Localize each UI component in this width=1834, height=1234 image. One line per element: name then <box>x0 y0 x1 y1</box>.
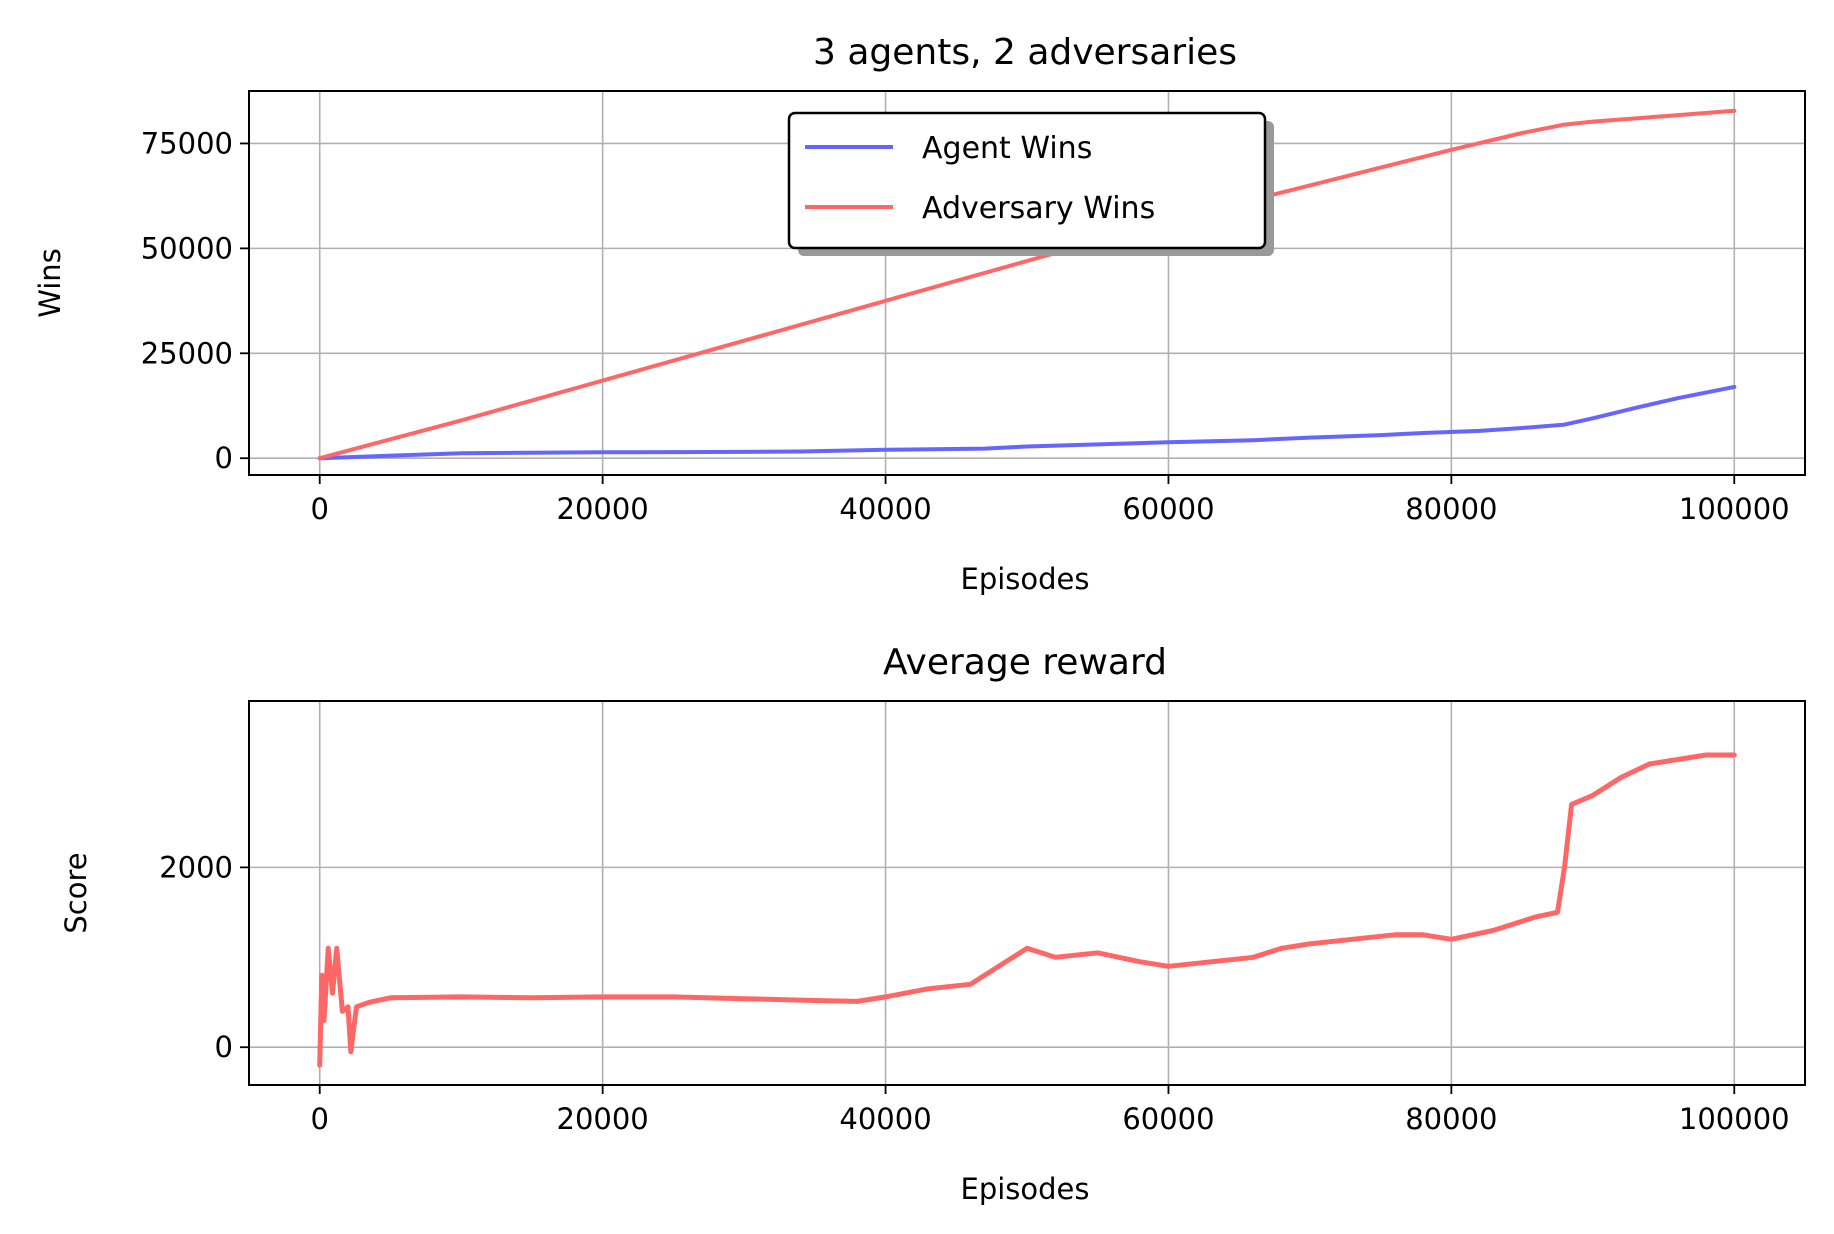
panel-average-reward: Average reward 0 20000 40000 60000 80000 1000… <box>59 642 1806 1206</box>
reward-y-tick-label: 2000 <box>159 850 233 884</box>
wins-axes-frame <box>248 90 1806 476</box>
wins-x-tick-label: 60000 <box>1122 492 1214 526</box>
reward-x-tick-label: 40000 <box>839 1102 931 1136</box>
wins-y-axis-label: Wins <box>33 248 67 318</box>
wins-y-tick-label: 25000 <box>141 336 233 370</box>
legend-label-adversary-wins: Adversary Wins <box>922 191 1155 226</box>
reward-x-tick-label: 0 <box>311 1102 329 1136</box>
panel-wins: 3 agents, 2 adversaries 0 20000 40000 60000… <box>33 32 1806 596</box>
reward-series-score <box>317 752 1737 1068</box>
reward-x-tick-label: 20000 <box>557 1102 649 1136</box>
reward-y-axis-label: Score <box>59 852 93 933</box>
wins-y-tick-label: 50000 <box>141 231 233 265</box>
reward-x-tick-label: 100000 <box>1679 1102 1790 1136</box>
wins-x-tick-label: 80000 <box>1405 492 1497 526</box>
reward-series <box>317 752 1737 1068</box>
wins-x-tick-label: 0 <box>311 492 329 526</box>
wins-chart-title: 3 agents, 2 adversaries <box>813 32 1237 73</box>
reward-axes-frame <box>248 700 1806 1086</box>
reward-x-axis-label: Episodes <box>961 1172 1090 1206</box>
reward-ticks: 0 20000 40000 60000 80000 100000 0 2000 <box>159 850 1789 1136</box>
reward-x-tick-label: 60000 <box>1122 1102 1214 1136</box>
reward-y-tick-label: 0 <box>215 1030 233 1064</box>
reward-x-tick-label: 80000 <box>1405 1102 1497 1136</box>
wins-series-agent-wins <box>317 384 1737 461</box>
wins-x-axis-label: Episodes <box>961 562 1090 596</box>
wins-y-tick-label: 0 <box>215 441 233 475</box>
wins-x-tick-label: 40000 <box>839 492 931 526</box>
legend-label-agent-wins: Agent Wins <box>922 131 1092 166</box>
wins-ticks: 0 20000 40000 60000 80000 100000 0 25000 50000 75… <box>141 126 1790 526</box>
wins-x-tick-label: 20000 <box>557 492 649 526</box>
legend-box <box>787 111 1267 250</box>
wins-x-tick-label: 100000 <box>1679 492 1790 526</box>
wins-legend: Agent Wins Adversary Wins <box>787 111 1274 256</box>
reward-chart-title: Average reward <box>883 642 1167 683</box>
wins-y-tick-label: 75000 <box>141 126 233 160</box>
